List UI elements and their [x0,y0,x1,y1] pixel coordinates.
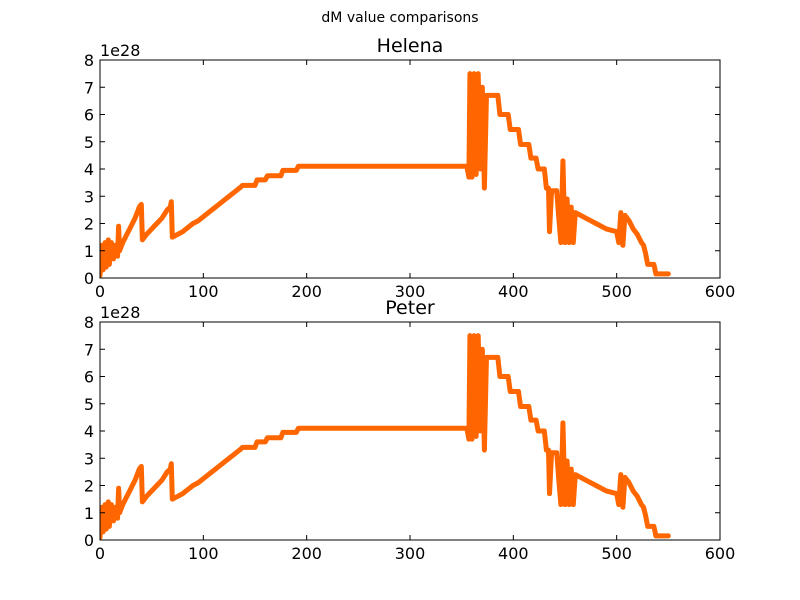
y-tick-label: 8 [84,51,94,70]
x-tick-label: 0 [95,544,105,563]
x-tick-label: 600 [705,282,736,301]
subplot-helena: 0 100 200 300 400 500 600 0 1 2 3 4 5 6 7 8 1e28 Helena [84,35,735,301]
y-tick-label: 1 [84,504,94,523]
y-tick-label: 6 [84,368,94,387]
y-tick-label: 6 [84,106,94,125]
x-tick-label: 400 [498,282,529,301]
subplot-title-peter: Peter [385,297,435,319]
figure-suptitle: dM value comparisons [321,10,479,26]
x-tick-label: 500 [601,544,632,563]
x-tick-label: 300 [395,544,426,563]
x-tick-label: 600 [705,544,736,563]
y-tick-label: 0 [84,531,94,550]
y-tick-label: 5 [84,133,94,152]
y-tick-label: 4 [84,160,94,179]
x-tick-label: 200 [291,544,322,563]
x-tick-label: 400 [498,544,529,563]
y-tick-label: 3 [84,187,94,206]
x-tick-label: 100 [188,544,219,563]
y-tick-label: 8 [84,313,94,332]
y-tick-label: 3 [84,449,94,468]
y-scale-label: 1e28 [100,303,140,322]
y-tick-label: 5 [84,395,94,414]
subplot-peter: 0 100 200 300 400 500 600 0 1 2 3 4 5 6 7 8 1e28 Peter [84,297,735,563]
series-line-helena [100,71,671,278]
subplot-title-helena: Helena [377,35,444,57]
y-tick-label: 4 [84,422,94,441]
y-tick-label: 0 [84,269,94,288]
x-tick-label: 300 [395,282,426,301]
y-tick-label: 7 [84,340,94,359]
x-tick-label: 200 [291,282,322,301]
y-tick-label: 2 [84,215,94,234]
y-tick-label: 1 [84,242,94,261]
series-line-peter [100,333,671,540]
y-tick-label: 2 [84,477,94,496]
axes-frame-peter [99,321,721,541]
y-scale-label: 1e28 [100,41,140,60]
x-tick-label: 500 [601,282,632,301]
y-tick-label: 7 [84,78,94,97]
x-tick-label: 0 [95,282,105,301]
x-tick-label: 100 [188,282,219,301]
axes-frame-helena [99,59,721,279]
